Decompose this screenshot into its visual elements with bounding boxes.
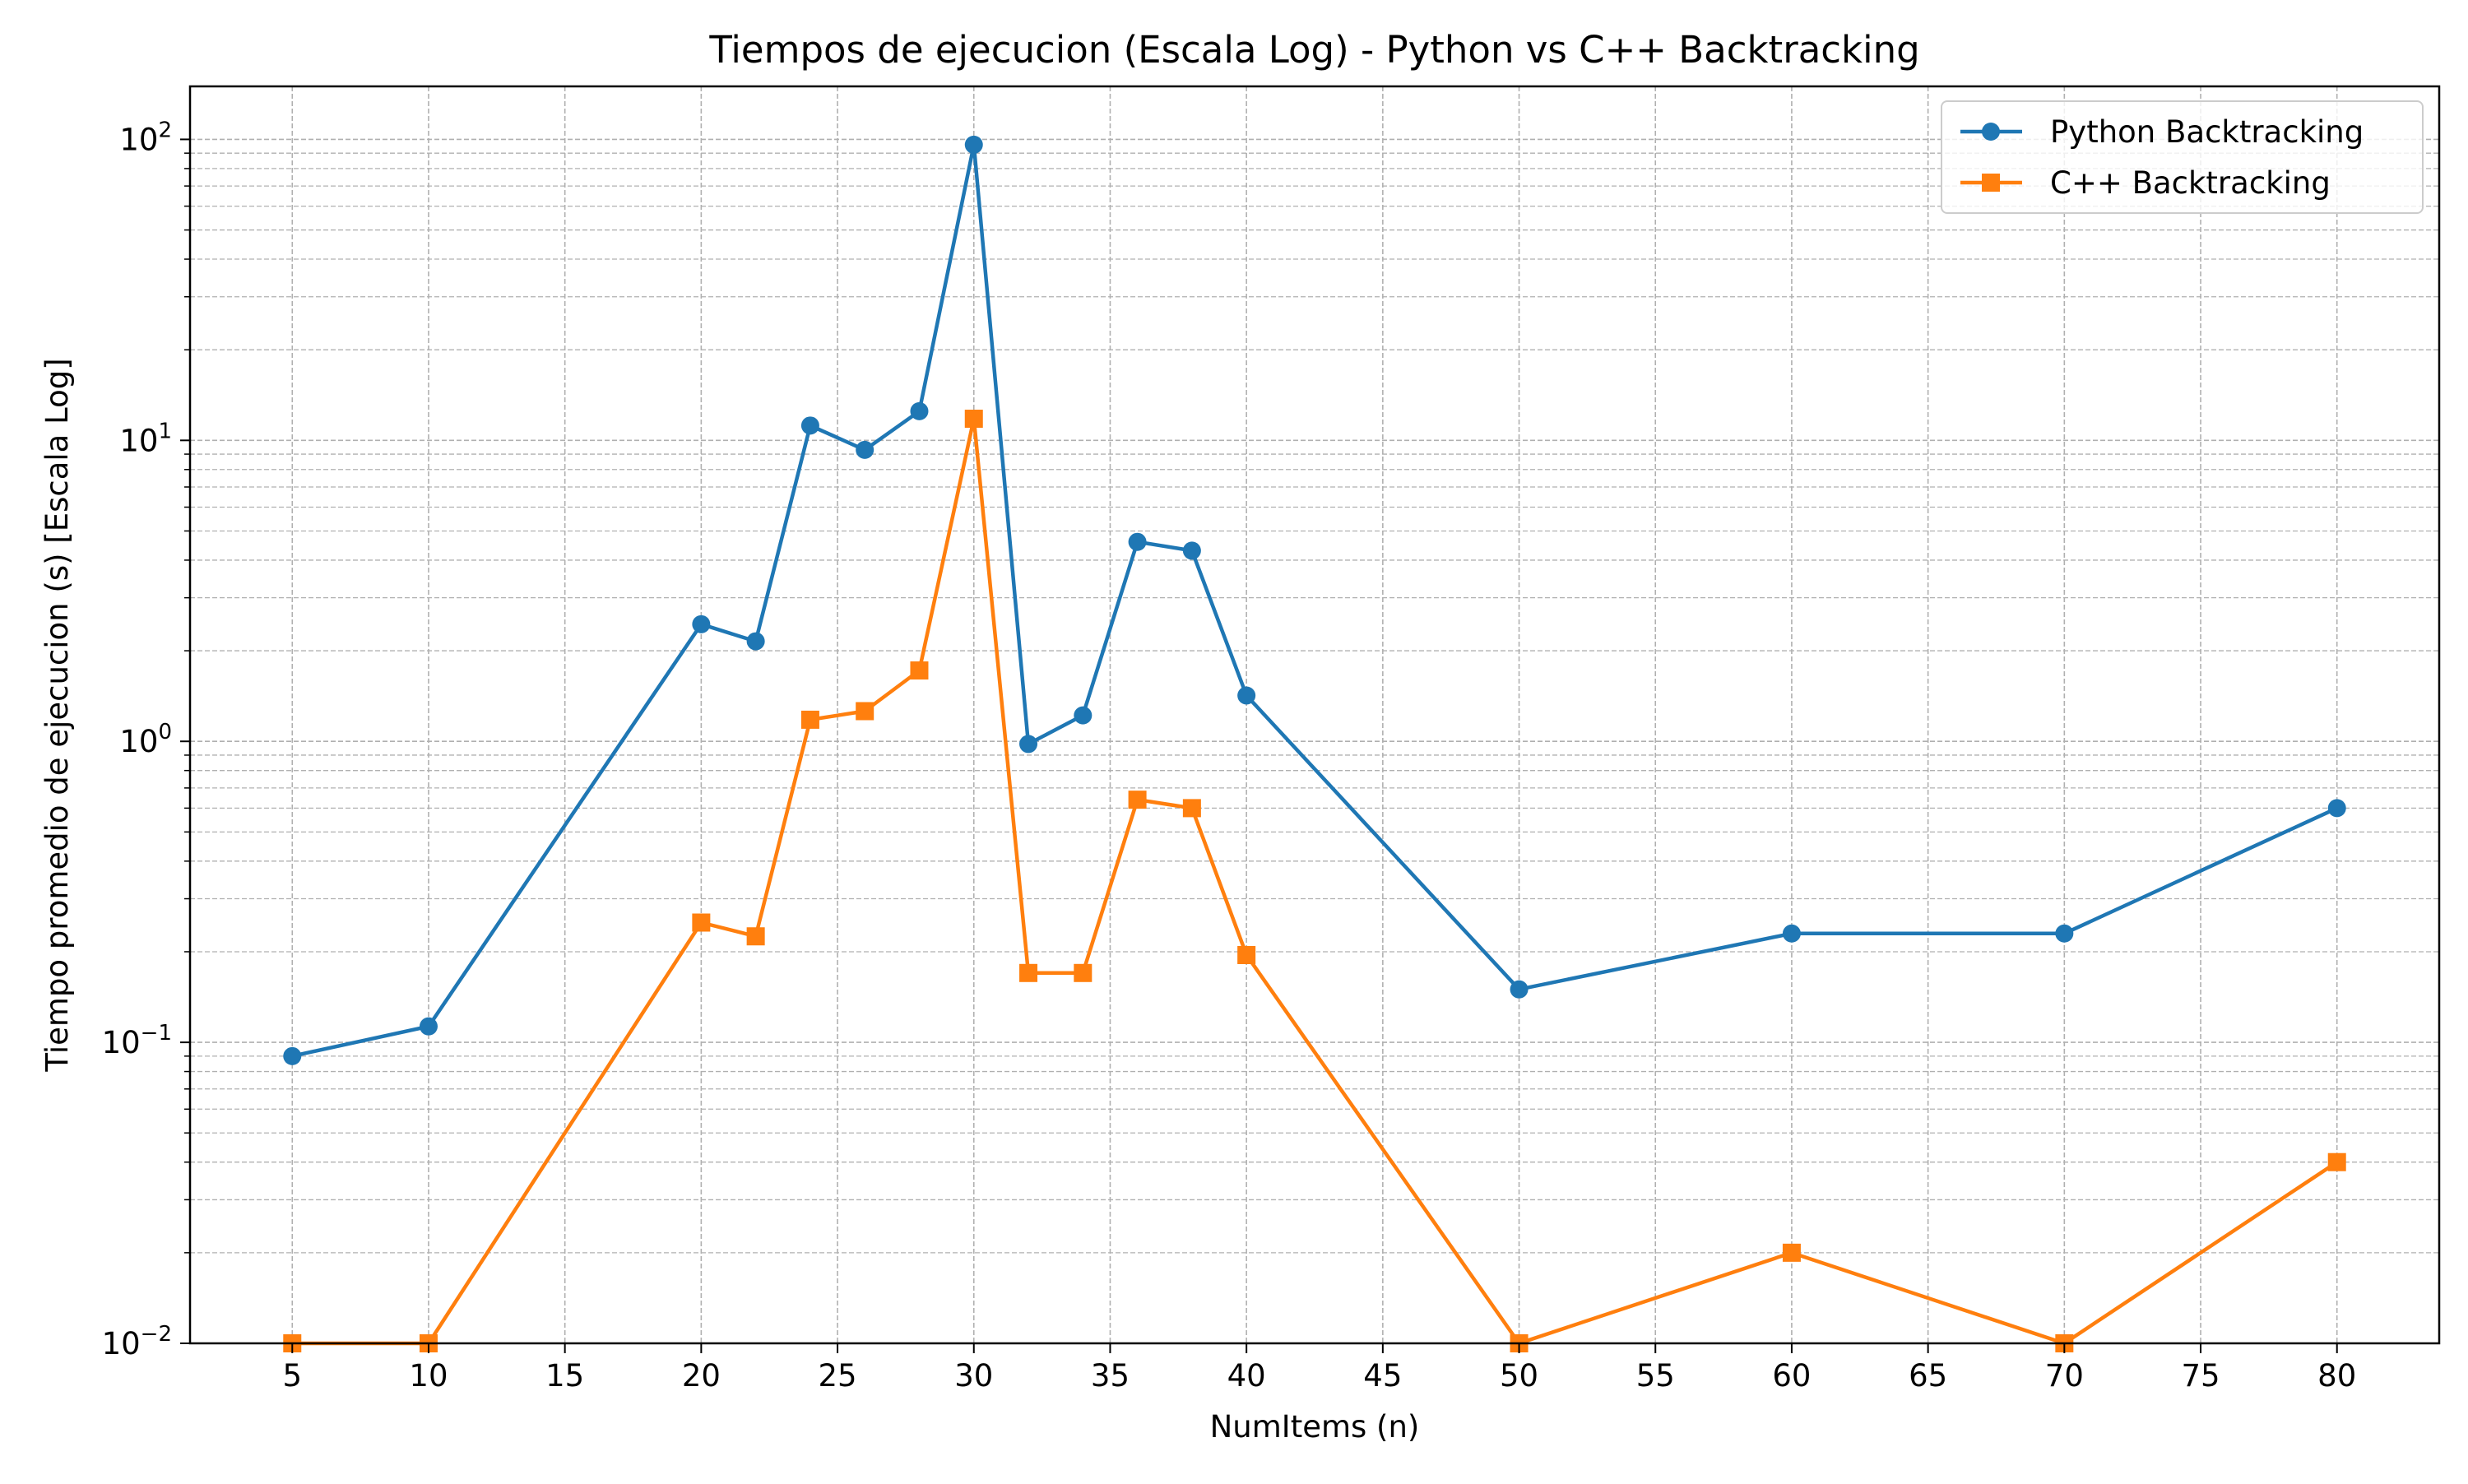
data-point-cpp (692, 913, 711, 932)
series-line-python (291, 142, 2338, 1058)
x-tick-label: 50 (1500, 1358, 1538, 1394)
x-tick-label: 55 (1636, 1358, 1675, 1394)
series-layer (283, 135, 2346, 1352)
data-point-python (1237, 686, 1256, 705)
y-tick-label: 100 (119, 720, 172, 759)
data-point-python (964, 135, 983, 154)
y-tick-base: 10 (119, 724, 158, 759)
plot-frame (188, 85, 2441, 1345)
data-point-python (910, 401, 929, 420)
x-tick-label: 70 (2045, 1358, 2084, 1394)
x-tick-label: 35 (1091, 1358, 1130, 1394)
data-point-cpp (1237, 945, 1256, 964)
data-point-python (1128, 532, 1147, 551)
data-point-cpp (1782, 1243, 1801, 1262)
legend: Python Backtracking C++ Backtracking (1941, 100, 2424, 214)
y-tick-label: 102 (119, 118, 172, 157)
data-point-python (1019, 735, 1038, 754)
x-tick-label: 40 (1227, 1358, 1266, 1394)
data-point-python (1510, 980, 1529, 999)
legend-python-label: Python Backtracking (2050, 114, 2364, 150)
data-point-cpp (746, 927, 765, 946)
data-point-cpp (1182, 799, 1201, 818)
chart-title: Tiempos de ejecucion (Escala Log) - Pyth… (708, 28, 1919, 72)
data-point-python (746, 632, 765, 651)
legend-cpp-marker (1982, 174, 2000, 192)
legend-box (1941, 100, 2424, 214)
y-tick-exponent: −2 (141, 1322, 172, 1347)
data-point-python (2055, 924, 2074, 943)
data-point-python (1182, 541, 1201, 560)
y-tick-label: 101 (119, 419, 172, 458)
y-tick-label: 10−2 (102, 1322, 172, 1361)
y-tick-exponent: 2 (158, 118, 172, 142)
x-tick-label: 45 (1363, 1358, 1402, 1394)
data-point-cpp (964, 410, 983, 429)
data-point-python (2327, 799, 2346, 818)
data-point-python (1074, 706, 1093, 725)
data-point-cpp (1074, 963, 1093, 982)
x-tick-label: 15 (545, 1358, 584, 1394)
data-point-python (419, 1017, 438, 1036)
grid-lines (190, 86, 2439, 1344)
x-axis-ticks: 5 10 15 20 25 30 35 40 45 50 55 60 65 70 75 80 (282, 1343, 2356, 1394)
y-tick-base: 10 (119, 423, 158, 458)
data-point-cpp (800, 710, 819, 729)
y-tick-base: 10 (102, 1326, 141, 1361)
data-point-cpp (856, 702, 874, 721)
legend-python-marker (1982, 123, 2000, 141)
x-tick-label: 25 (819, 1358, 857, 1394)
x-tick-label: 75 (2181, 1358, 2220, 1394)
y-tick-exponent: −1 (141, 1021, 172, 1046)
x-tick-label: 65 (1909, 1358, 1947, 1394)
y-tick-label: 10−1 (102, 1021, 172, 1060)
data-point-cpp (910, 661, 929, 680)
y-tick-base: 10 (102, 1025, 141, 1060)
x-tick-label: 80 (2317, 1358, 2356, 1394)
data-point-cpp (1019, 963, 1038, 982)
x-axis-label: NumItems (n) (1210, 1409, 1420, 1445)
data-point-cpp (2327, 1152, 2346, 1171)
data-point-python (283, 1046, 302, 1065)
data-point-python (856, 440, 874, 459)
y-tick-exponent: 0 (158, 720, 172, 744)
data-point-cpp (1128, 791, 1147, 809)
y-tick-base: 10 (119, 122, 158, 157)
legend-cpp-label: C++ Backtracking (2050, 165, 2331, 201)
data-point-python (800, 416, 819, 435)
x-tick-label: 30 (954, 1358, 993, 1394)
x-tick-label: 20 (682, 1358, 721, 1394)
x-tick-label: 10 (409, 1358, 448, 1394)
series-line-cpp (292, 416, 2338, 1346)
data-point-python (692, 614, 711, 633)
y-tick-exponent: 1 (158, 419, 172, 443)
x-tick-label: 60 (1772, 1358, 1811, 1394)
x-tick-label: 5 (282, 1358, 302, 1394)
data-point-python (1782, 924, 1801, 943)
y-axis-label: Tiempo promedio de ejecucion (s) [Escala… (39, 358, 75, 1072)
